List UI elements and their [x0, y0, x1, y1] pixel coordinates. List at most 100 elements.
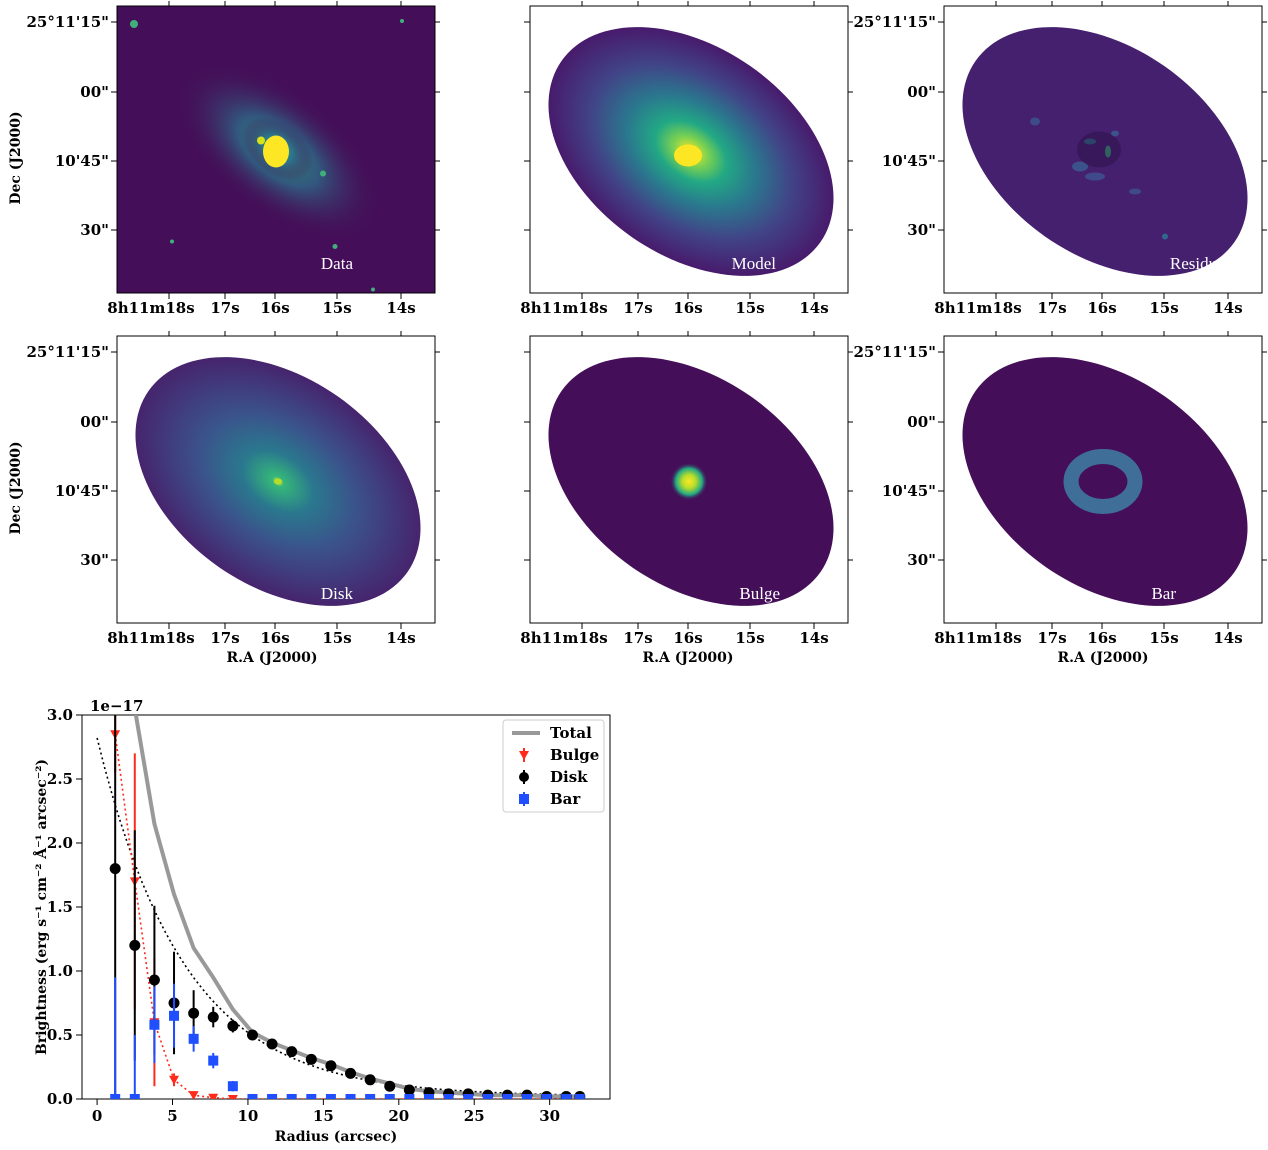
disk-point: [364, 1074, 376, 1086]
ra-tick-label: 15s: [735, 629, 764, 647]
disk-center: [274, 478, 282, 485]
ra-tick-label: 17s: [623, 299, 652, 317]
dec-tick-label: 00": [80, 413, 109, 431]
bulge-component: [670, 462, 708, 501]
x-tick-label: 10: [238, 1107, 259, 1125]
bar-point: [423, 1094, 434, 1099]
bar-point: [169, 1010, 180, 1021]
bar-point: [110, 1094, 121, 1099]
disk-point: [286, 1046, 298, 1058]
legend-bulge-swatch: [519, 751, 529, 760]
disk-point: [305, 1053, 317, 1065]
x-axis-label: Radius (arcsec): [275, 1129, 398, 1145]
panel-label: Data: [321, 254, 354, 273]
panel-label: Bulge: [739, 584, 780, 603]
star: [320, 170, 326, 177]
bar-point: [463, 1094, 474, 1099]
panel-bulge: 8h11m18s 17s 16s 15s 14s Bulge: [520, 331, 853, 647]
bulge-point: [227, 1095, 238, 1099]
y-tick-label: 0.5: [47, 1026, 73, 1044]
ra-tick-label: 8h11m18s: [934, 299, 1021, 317]
ra-tick-label: 16s: [260, 299, 289, 317]
y-tick-label: 3.0: [47, 706, 73, 724]
star: [371, 287, 375, 292]
ra-axis-label-2: R.A (J2000): [642, 650, 733, 666]
ra-tick-label: 14s: [1213, 629, 1242, 647]
bar-point: [325, 1094, 336, 1099]
y-tick-label: 0.0: [47, 1090, 73, 1108]
ra-tick-label: 15s: [1149, 299, 1178, 317]
offset-label: 1e−17: [90, 697, 143, 715]
ra-tick-label: 15s: [322, 299, 351, 317]
legend-frame: [502, 719, 605, 813]
dec-tick-label: 30": [80, 551, 109, 569]
bar-point: [384, 1094, 395, 1099]
dec-tick-label: 30": [907, 551, 936, 569]
bar-point: [129, 1094, 140, 1099]
disk-point: [266, 1038, 278, 1050]
star: [332, 244, 338, 249]
panel-frame: [116, 335, 436, 624]
ra-tick-label: 16s: [1087, 299, 1116, 317]
disk-point: [403, 1084, 415, 1096]
dec-tick-label: 25°11'15": [26, 343, 109, 361]
ra-tick-label: 14s: [386, 629, 415, 647]
y-axis-label: Brightness (erg s⁻¹ cm⁻² Å⁻¹ arcsec⁻²): [32, 759, 50, 1055]
disk-point: [345, 1067, 357, 1079]
ra-tick-label: 14s: [799, 299, 828, 317]
ra-tick-label: 16s: [673, 629, 702, 647]
dec-tick-label: 10'45": [55, 152, 109, 170]
radial-profile-chart: 0 5 10 15 20 25 30 0.0 0.5 1.0 1.5 2.0 2.5 3.0 Radius …: [32, 697, 611, 1145]
y-tick-label: 1.0: [47, 962, 73, 980]
galaxy-nucleus: [263, 135, 289, 168]
bar-point: [482, 1094, 493, 1099]
y-tick-label: 2.5: [47, 770, 73, 788]
disk-point: [129, 939, 141, 951]
disk-point: [148, 974, 160, 986]
x-tick-label: 15: [313, 1107, 334, 1125]
ra-tick-label: 8h11m18s: [520, 629, 607, 647]
panel-frame: [943, 335, 1263, 624]
x-tick-label: 25: [464, 1107, 485, 1125]
plot-area: [96, 715, 586, 1099]
panel-disk: 8h11m18s 17s 16s 15s 14s 25°11'15" 00" 10'45" 30…: [26, 331, 440, 647]
star: [400, 19, 404, 23]
ra-tick-label: 17s: [210, 299, 239, 317]
legend-label: Bulge: [550, 746, 599, 764]
dec-tick-label: 10'45": [882, 482, 936, 500]
ra-tick-label: 8h11m18s: [520, 299, 607, 317]
disk-point: [227, 1020, 239, 1032]
ra-tick-label: 14s: [1213, 299, 1242, 317]
legend-label: Total: [550, 724, 592, 742]
bar-point: [365, 1094, 376, 1099]
legend-disk-swatch: [519, 772, 529, 782]
ra-tick-label: 17s: [623, 629, 652, 647]
disk-point: [384, 1080, 396, 1092]
y-tick-label: 1.5: [47, 898, 73, 916]
star: [130, 20, 138, 28]
x-tick-label: 30: [539, 1107, 560, 1125]
dec-axis-label-top: Dec (J2000): [8, 111, 24, 204]
dec-tick-label: 00": [907, 413, 936, 431]
bar-point: [502, 1094, 513, 1099]
bar-point: [188, 1033, 199, 1044]
panel-model: 8h11m18s 17s 16s 15s 14s Model: [520, 1, 853, 317]
disk-point: [188, 1007, 200, 1019]
ra-tick-label: 16s: [1087, 629, 1116, 647]
disk-fit-curve: [96, 737, 580, 1096]
ra-tick-label: 8h11m18s: [107, 299, 194, 317]
ra-tick-label: 8h11m18s: [107, 629, 194, 647]
bar-point: [247, 1094, 258, 1099]
bar-point: [208, 1055, 219, 1066]
bar-point: [286, 1094, 297, 1099]
panel-frame: [529, 5, 849, 294]
residual-feature: [1085, 172, 1105, 181]
dec-tick-label: 25°11'15": [853, 343, 936, 361]
bar-point: [561, 1094, 572, 1099]
ra-tick-label: 14s: [799, 629, 828, 647]
panel-bar: 8h11m18s 17s 16s 15s 14s 25°11'15" 00" 10'45" 30…: [853, 331, 1267, 647]
dec-axis-label-bottom: Dec (J2000): [8, 441, 24, 534]
residual-feature: [1162, 233, 1168, 240]
panel-frame: [943, 5, 1263, 294]
